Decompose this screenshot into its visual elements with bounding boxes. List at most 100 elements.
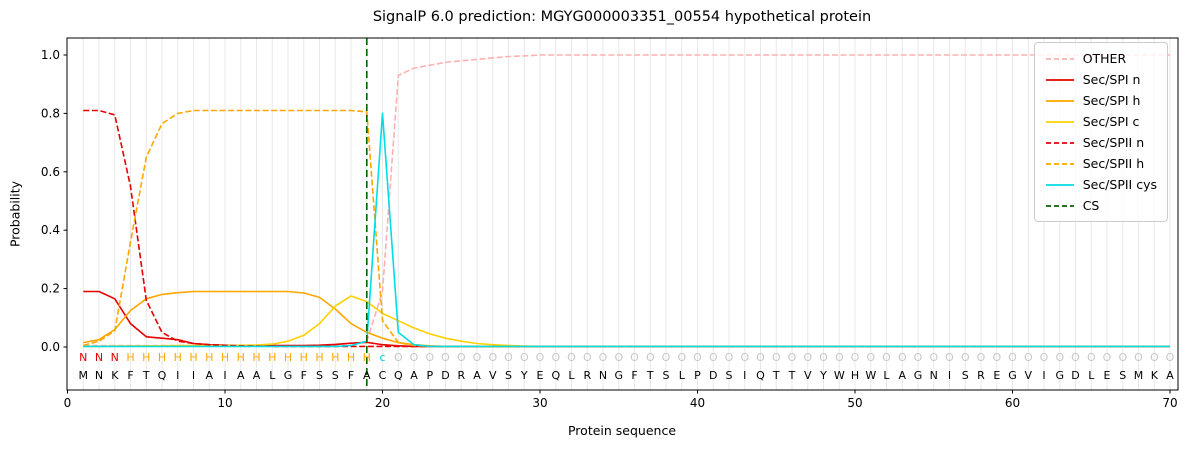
svg-text:E: E — [537, 369, 544, 382]
svg-text:1.0: 1.0 — [41, 48, 60, 62]
svg-text:V: V — [489, 369, 497, 382]
svg-text:G: G — [1056, 369, 1065, 382]
svg-text:V: V — [804, 369, 812, 382]
legend-label: CS — [1082, 198, 1100, 213]
svg-text:Q: Q — [551, 369, 560, 382]
svg-text:O: O — [898, 351, 907, 364]
svg-text:O: O — [536, 351, 545, 364]
svg-text:T: T — [772, 369, 780, 382]
legend-label: Sec/SPI n — [1082, 72, 1141, 87]
legend-entry-other: OTHER — [1045, 50, 1157, 67]
svg-text:I: I — [948, 369, 951, 382]
svg-text:W: W — [865, 369, 876, 382]
svg-text:H: H — [252, 351, 260, 364]
svg-text:O: O — [504, 351, 513, 364]
svg-text:S: S — [726, 369, 733, 382]
svg-text:H: H — [205, 351, 213, 364]
svg-text:P: P — [426, 369, 433, 382]
svg-text:H: H — [347, 351, 355, 364]
svg-text:O: O — [1024, 351, 1033, 364]
svg-text:O: O — [851, 351, 860, 364]
svg-text:O: O — [583, 351, 592, 364]
svg-text:Y: Y — [819, 369, 827, 382]
svg-text:O: O — [410, 351, 419, 364]
svg-text:O: O — [1055, 351, 1064, 364]
svg-text:O: O — [473, 351, 482, 364]
svg-text:H: H — [851, 369, 859, 382]
legend-entry-sec-spi-c: Sec/SPI c — [1045, 113, 1157, 130]
legend-entry-sec-spi-n: Sec/SPI n — [1045, 71, 1157, 88]
svg-text:Q: Q — [394, 369, 403, 382]
svg-text:S: S — [663, 369, 670, 382]
svg-text:S: S — [962, 369, 969, 382]
svg-text:O: O — [1071, 351, 1080, 364]
legend-line-sample — [1045, 78, 1074, 81]
svg-text:O: O — [551, 351, 560, 364]
svg-text:O: O — [725, 351, 734, 364]
svg-text:N: N — [95, 351, 103, 364]
svg-text:O: O — [961, 351, 970, 364]
svg-text:L: L — [269, 369, 276, 382]
svg-text:H: H — [237, 351, 245, 364]
svg-text:S: S — [316, 369, 323, 382]
svg-text:R: R — [457, 369, 465, 382]
series-sec-spi-n — [83, 290, 1170, 348]
svg-text:O: O — [662, 351, 671, 364]
x-axis-label: Protein sequence — [567, 423, 677, 438]
svg-text:A: A — [237, 369, 245, 382]
svg-text:O: O — [614, 351, 623, 364]
svg-text:10: 10 — [217, 396, 232, 410]
svg-text:G: G — [914, 369, 923, 382]
svg-text:O: O — [1166, 351, 1175, 364]
svg-text:O: O — [866, 351, 875, 364]
svg-text:A: A — [1166, 369, 1174, 382]
svg-text:O: O — [1150, 351, 1159, 364]
svg-text:Y: Y — [520, 369, 528, 382]
svg-text:I: I — [192, 369, 195, 382]
legend-label: Sec/SPII h — [1082, 156, 1145, 171]
legend-line-sample — [1045, 162, 1074, 165]
svg-text:N: N — [95, 369, 103, 382]
svg-text:O: O — [457, 351, 466, 364]
svg-text:O: O — [819, 351, 828, 364]
svg-text:O: O — [488, 351, 497, 364]
svg-text:0.8: 0.8 — [41, 106, 60, 120]
svg-text:O: O — [693, 351, 702, 364]
svg-text:Q: Q — [756, 369, 765, 382]
svg-text:A: A — [206, 369, 214, 382]
svg-text:F: F — [301, 369, 307, 382]
svg-text:0.2: 0.2 — [41, 282, 60, 296]
gridlines — [82, 38, 1171, 390]
svg-text:D: D — [441, 369, 449, 382]
svg-text:O: O — [1103, 351, 1112, 364]
svg-text:N: N — [599, 369, 607, 382]
legend-label: Sec/SPII n — [1082, 135, 1145, 150]
legend-entry-sec-spi-h: Sec/SPI h — [1045, 92, 1157, 109]
svg-text:0.6: 0.6 — [41, 165, 60, 179]
svg-text:S: S — [332, 369, 339, 382]
svg-text:H: H — [315, 351, 323, 364]
axes-frame — [66, 37, 1179, 391]
svg-text:O: O — [425, 351, 434, 364]
svg-text:F: F — [348, 369, 354, 382]
svg-text:O: O — [520, 351, 529, 364]
svg-text:N: N — [930, 369, 938, 382]
svg-text:O: O — [599, 351, 608, 364]
svg-text:G: G — [284, 369, 293, 382]
svg-text:O: O — [1118, 351, 1127, 364]
svg-text:70: 70 — [1162, 396, 1177, 410]
svg-text:O: O — [677, 351, 686, 364]
legend-line-sample — [1045, 141, 1074, 144]
svg-text:H: H — [268, 351, 276, 364]
svg-text:O: O — [1134, 351, 1143, 364]
svg-text:R: R — [583, 369, 591, 382]
svg-text:O: O — [772, 351, 781, 364]
svg-text:W: W — [834, 369, 845, 382]
svg-text:O: O — [992, 351, 1001, 364]
svg-text:K: K — [111, 369, 119, 382]
svg-text:S: S — [505, 369, 512, 382]
svg-text:60: 60 — [1005, 396, 1020, 410]
legend-label: Sec/SPI c — [1082, 114, 1140, 129]
svg-text:A: A — [253, 369, 261, 382]
